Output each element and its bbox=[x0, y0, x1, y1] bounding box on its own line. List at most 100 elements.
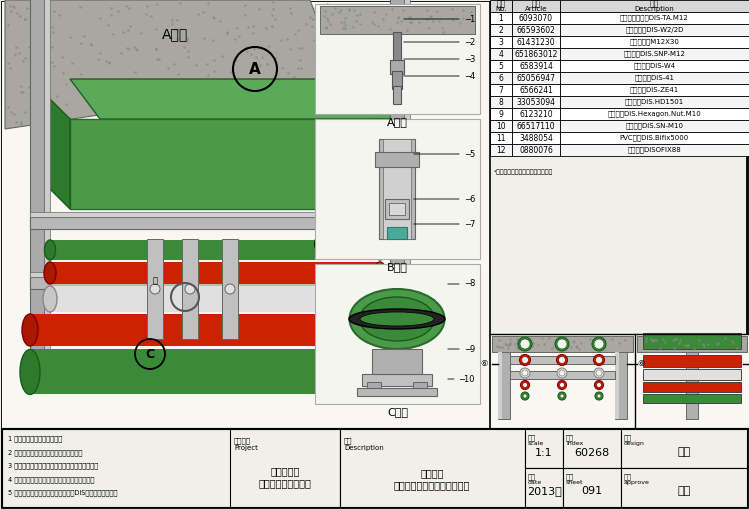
Bar bbox=[490, 84, 512, 96]
Bar bbox=[30, 329, 400, 339]
Text: PVC管束DIS.Bifix5000: PVC管束DIS.Bifix5000 bbox=[620, 135, 689, 142]
Text: 8: 8 bbox=[499, 98, 503, 106]
Bar bbox=[621, 429, 747, 468]
Text: ⑥: ⑥ bbox=[637, 359, 644, 369]
Bar bbox=[393, 32, 401, 64]
Bar bbox=[2, 429, 232, 507]
Polygon shape bbox=[5, 0, 340, 129]
Circle shape bbox=[593, 354, 604, 365]
Text: 5 所有的计算和数据以汉文标注文规DIS成品支架系统为准: 5 所有的计算和数据以汉文标注文规DIS成品支架系统为准 bbox=[8, 490, 118, 496]
Text: A: A bbox=[249, 62, 261, 76]
Text: 1:1: 1:1 bbox=[536, 447, 553, 458]
Bar bbox=[222, 239, 238, 339]
Bar bbox=[372, 349, 422, 374]
Bar bbox=[637, 336, 747, 352]
Text: C视图: C视图 bbox=[387, 407, 408, 417]
Text: 项目名称: 项目名称 bbox=[234, 437, 251, 444]
Text: ─5: ─5 bbox=[413, 150, 475, 158]
Bar bbox=[560, 84, 749, 96]
Bar bbox=[490, 144, 512, 156]
Bar bbox=[560, 36, 749, 48]
Bar bbox=[379, 139, 415, 239]
Text: 彭飞: 彭飞 bbox=[677, 487, 691, 496]
Bar bbox=[490, 120, 512, 132]
Circle shape bbox=[595, 356, 602, 363]
Text: 66593602: 66593602 bbox=[517, 25, 556, 35]
Bar bbox=[563, 429, 621, 468]
Text: sheet: sheet bbox=[566, 480, 583, 485]
Bar bbox=[512, 12, 560, 24]
Text: 3 设计和计算必须参考当地的建筑规范和建设法规: 3 设计和计算必须参考当地的建筑规范和建设法规 bbox=[8, 463, 98, 469]
Text: ─7: ─7 bbox=[413, 219, 475, 229]
Bar bbox=[147, 239, 163, 339]
Bar bbox=[686, 352, 698, 419]
Text: 2013年: 2013年 bbox=[527, 487, 561, 496]
Bar bbox=[390, 60, 404, 74]
Circle shape bbox=[595, 392, 603, 400]
Text: 法兰螺母DIS.Hexagon.Nut.M10: 法兰螺母DIS.Hexagon.Nut.M10 bbox=[607, 110, 701, 117]
Bar bbox=[512, 72, 560, 84]
Text: 2 计算和数据必须经过局部测量数据为准: 2 计算和数据必须经过局部测量数据为准 bbox=[8, 449, 82, 456]
Text: 外六角螺栓M12X30: 外六角螺栓M12X30 bbox=[630, 39, 679, 45]
Bar bbox=[643, 382, 741, 392]
Text: ─3: ─3 bbox=[404, 54, 475, 64]
Text: 6093070: 6093070 bbox=[519, 14, 553, 22]
Bar bbox=[560, 132, 749, 144]
Bar bbox=[492, 336, 633, 352]
Circle shape bbox=[557, 354, 568, 365]
Circle shape bbox=[557, 381, 566, 389]
Ellipse shape bbox=[43, 286, 57, 312]
Text: 唐金: 唐金 bbox=[677, 447, 691, 458]
Bar bbox=[512, 144, 560, 156]
Text: 61431230: 61431230 bbox=[517, 38, 555, 46]
Bar bbox=[560, 12, 749, 24]
Bar bbox=[413, 382, 427, 394]
Text: C: C bbox=[145, 348, 154, 360]
Circle shape bbox=[559, 356, 565, 363]
Circle shape bbox=[521, 381, 530, 389]
Text: *更多信息请参考汉文最新产品目录: *更多信息请参考汉文最新产品目录 bbox=[494, 169, 554, 175]
Bar bbox=[362, 374, 432, 386]
Ellipse shape bbox=[360, 297, 434, 341]
Text: 2: 2 bbox=[499, 25, 503, 35]
Bar bbox=[510, 371, 615, 379]
Bar bbox=[340, 429, 525, 507]
Polygon shape bbox=[370, 119, 400, 219]
Bar bbox=[30, 277, 400, 289]
Bar bbox=[230, 429, 340, 507]
Text: 图号: 图号 bbox=[566, 434, 574, 441]
Bar bbox=[490, 72, 512, 84]
Bar bbox=[621, 468, 747, 507]
Bar bbox=[375, 152, 419, 167]
Text: ─4: ─4 bbox=[404, 71, 475, 80]
Ellipse shape bbox=[44, 262, 56, 284]
Bar bbox=[30, 272, 400, 277]
Circle shape bbox=[521, 392, 529, 400]
Bar bbox=[563, 468, 621, 507]
Circle shape bbox=[592, 337, 606, 351]
Bar bbox=[490, 108, 512, 120]
Text: No.: No. bbox=[495, 6, 507, 12]
Text: 5: 5 bbox=[499, 62, 503, 71]
Ellipse shape bbox=[390, 350, 410, 394]
Bar bbox=[560, 24, 749, 36]
Text: 10: 10 bbox=[496, 122, 506, 130]
Text: 091: 091 bbox=[581, 487, 602, 496]
Bar bbox=[512, 108, 560, 120]
Circle shape bbox=[523, 394, 527, 398]
Bar bbox=[387, 227, 407, 239]
Bar bbox=[392, 71, 402, 89]
Text: ─6: ─6 bbox=[413, 194, 475, 204]
Text: 二维连接件DIS-W2/2D: 二维连接件DIS-W2/2D bbox=[625, 26, 684, 33]
Text: Description: Description bbox=[634, 6, 674, 12]
Circle shape bbox=[557, 339, 567, 349]
Bar bbox=[404, 0, 410, 354]
Polygon shape bbox=[40, 89, 70, 209]
Bar bbox=[490, 48, 512, 60]
Bar bbox=[560, 108, 749, 120]
Text: 66517110: 66517110 bbox=[517, 122, 555, 130]
Circle shape bbox=[594, 368, 604, 378]
Bar bbox=[315, 4, 480, 114]
Circle shape bbox=[596, 370, 602, 376]
Text: index: index bbox=[566, 441, 583, 446]
